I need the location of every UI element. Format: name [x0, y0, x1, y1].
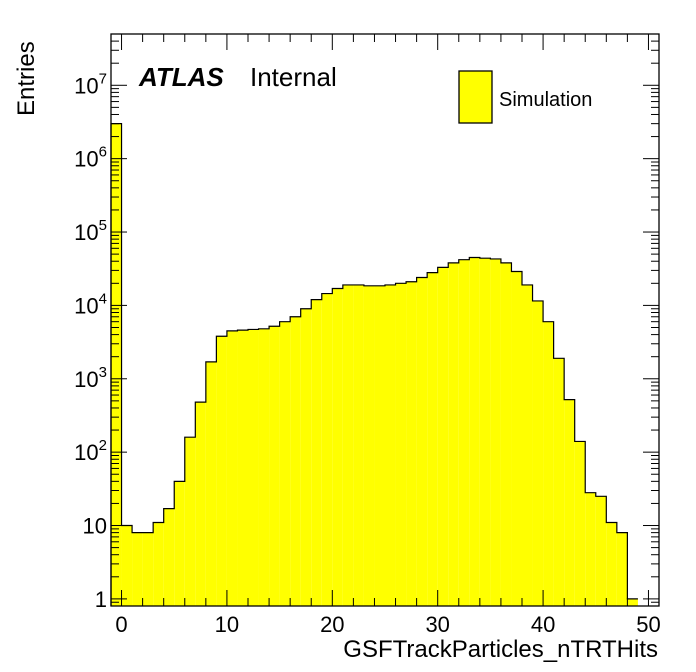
- histogram-outline: [110, 123, 638, 606]
- histogram-bar: [248, 329, 259, 606]
- x-axis-title: GSFTrackParticles_nTRTHits: [343, 636, 658, 663]
- histogram-bar: [543, 321, 554, 606]
- histogram-bar: [121, 525, 133, 606]
- histogram-bar: [311, 299, 322, 606]
- histogram-bar: [279, 321, 291, 606]
- internal-label: Internal: [250, 62, 337, 92]
- histogram-bar: [195, 402, 206, 606]
- histogram-bar: [458, 259, 470, 606]
- histogram-bar: [564, 399, 575, 606]
- histogram-bar: [374, 285, 385, 606]
- histogram-bar: [532, 300, 544, 606]
- histogram-bar: [332, 288, 343, 606]
- plot-frame: [110, 33, 660, 607]
- histogram-bar: [448, 262, 459, 606]
- legend: Simulation: [458, 70, 592, 124]
- x-tick-label: 10: [215, 612, 239, 637]
- histogram-bar: [300, 308, 312, 606]
- x-tick-label: 50: [636, 612, 660, 637]
- plot-border: [110, 33, 660, 607]
- histogram-bar: [490, 258, 501, 606]
- x-tick-label: 40: [531, 612, 555, 637]
- histogram-bar: [427, 272, 438, 606]
- axis-ticks: [111, 33, 659, 607]
- histogram-bar: [226, 330, 238, 606]
- histogram-bar: [479, 258, 491, 606]
- y-tick-label: 1: [95, 587, 107, 612]
- histogram-bar: [606, 522, 617, 606]
- histogram-bar: [342, 284, 354, 606]
- y-tick-label: 102: [74, 437, 107, 465]
- legend-swatch: [458, 70, 493, 124]
- histogram-bar: [111, 123, 122, 606]
- histogram-bar: [269, 326, 280, 606]
- y-tick-label: 103: [74, 364, 107, 392]
- histogram-bar: [290, 316, 301, 606]
- histogram-bar: [416, 277, 428, 606]
- y-axis-title: Entries: [13, 41, 40, 116]
- histogram-bar: [469, 257, 480, 606]
- histogram-bar: [184, 437, 196, 606]
- histogram-bar: [500, 262, 512, 606]
- x-tick-label: 20: [320, 612, 344, 637]
- histogram-bar: [363, 285, 375, 606]
- histogram-bar: [153, 522, 164, 606]
- histogram-bar: [142, 532, 154, 606]
- y-tick-label: 10: [83, 514, 107, 539]
- histogram-bar: [437, 267, 449, 606]
- histogram-bar: [574, 441, 586, 606]
- histogram-bar: [216, 336, 227, 606]
- y-tick-label: 107: [74, 70, 107, 98]
- histogram-bar: [163, 508, 175, 606]
- histogram-bar: [585, 492, 596, 606]
- x-tick-label: 30: [425, 612, 449, 637]
- histogram-bar: [627, 598, 638, 606]
- atlas-label: ATLAS: [138, 62, 224, 92]
- histogram-bar: [522, 284, 533, 606]
- histogram-bar: [321, 293, 333, 606]
- y-tick-label: 105: [74, 217, 107, 245]
- histogram-bar: [385, 284, 396, 606]
- histogram-bar: [132, 532, 143, 606]
- histogram-bar: [395, 283, 407, 606]
- histogram-bar: [258, 328, 270, 606]
- y-tick-label: 106: [74, 144, 107, 172]
- histogram-bar: [237, 330, 248, 606]
- histogram-bar: [553, 358, 565, 606]
- x-tick-labels: 0 10 20 30 40 50: [115, 612, 660, 637]
- histogram-bar: [205, 361, 217, 606]
- legend-label: Simulation: [499, 89, 592, 111]
- x-tick-label: 0: [115, 612, 127, 637]
- y-tick-label: 104: [74, 290, 107, 318]
- y-tick-labels: 1 10 102 103 104 105 106 107: [74, 70, 107, 612]
- histogram-bar: [174, 481, 185, 606]
- histogram-bar: [616, 532, 628, 606]
- histogram-bar: [511, 271, 522, 606]
- histogram-bars: [110, 123, 638, 606]
- histogram-bar: [353, 284, 364, 606]
- histogram-bar: [595, 496, 607, 606]
- histogram-bar: [406, 281, 417, 606]
